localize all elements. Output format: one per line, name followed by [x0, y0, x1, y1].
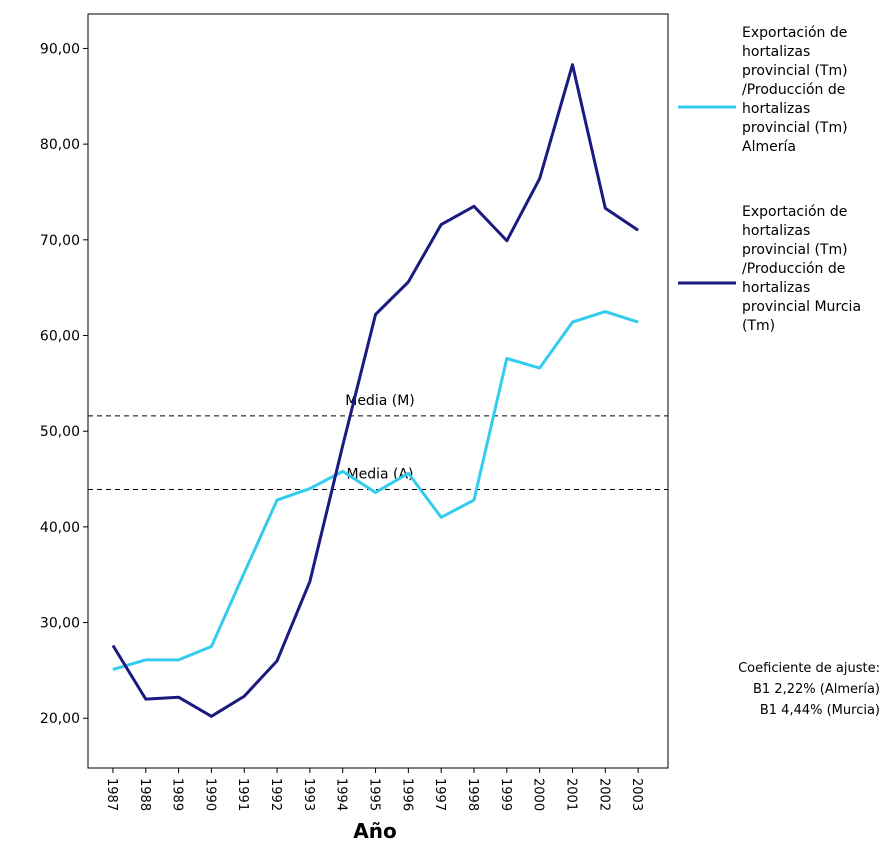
y-tick-label: 80,00	[40, 137, 80, 153]
plot-frame	[87, 13, 669, 769]
annotation: Coeficiente de ajuste:	[738, 661, 880, 676]
x-tick-label: 2003	[629, 778, 644, 811]
annotation: B1 2,22% (Almería)	[753, 682, 880, 697]
x-tick-label: 1987	[104, 778, 119, 811]
x-tick-label: 1993	[301, 778, 316, 811]
legend-label: Exportación de hortalizas provincial (Tm…	[742, 204, 862, 334]
y-tick-label: 70,00	[40, 233, 80, 249]
x-tick-label: 2001	[563, 778, 578, 811]
x-tick-label: 1994	[334, 778, 349, 811]
x-tick-label: 1990	[202, 778, 217, 811]
y-tick-label: 20,00	[40, 711, 80, 727]
x-tick-label: 2000	[531, 778, 546, 811]
x-tick-label: 1999	[498, 778, 513, 811]
y-tick-label: 30,00	[40, 616, 80, 632]
x-tick-label: 1989	[170, 778, 185, 811]
x-tick-label: 1996	[399, 778, 414, 811]
y-tick-label: 90,00	[40, 41, 80, 57]
x-tick-label: 2002	[596, 778, 611, 811]
x-tick-label: 1995	[367, 778, 382, 811]
x-tick-label: 1991	[235, 778, 250, 811]
x-tick-label: 1992	[268, 778, 283, 811]
legend-label: Exportación de hortalizas provincial (Tm…	[742, 25, 848, 155]
y-tick-label: 40,00	[40, 520, 80, 536]
reference-label: Media (M)	[345, 393, 415, 409]
x-axis-label: Año	[353, 819, 396, 843]
annotation: B1 4,44% (Murcia)	[760, 703, 880, 718]
y-tick-label: 60,00	[40, 329, 80, 345]
x-tick-label: 1988	[137, 778, 152, 811]
y-tick-label: 50,00	[40, 424, 80, 440]
series-line	[111, 63, 639, 718]
x-tick-label: 1997	[432, 778, 447, 811]
x-tick-label: 1998	[465, 778, 480, 811]
series-line	[112, 310, 639, 671]
